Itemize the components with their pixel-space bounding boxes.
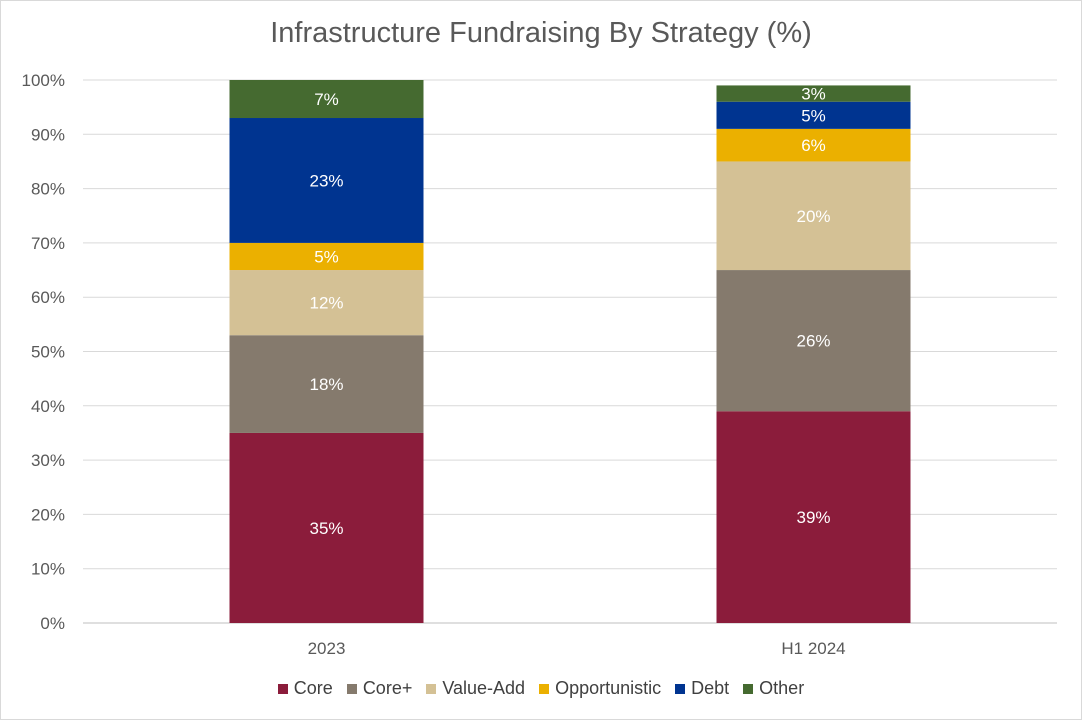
y-tick-label: 70% xyxy=(31,234,65,253)
y-tick-label: 40% xyxy=(31,397,65,416)
bar-segment-opportunistic xyxy=(229,242,424,271)
legend-swatch xyxy=(743,683,754,694)
data-label: 26% xyxy=(796,332,830,351)
legend-swatch xyxy=(539,683,550,694)
legend-swatch xyxy=(346,683,357,694)
bar-segment-value-add xyxy=(229,270,424,336)
bar-segment-opportunistic xyxy=(716,128,911,162)
data-label: 18% xyxy=(309,375,343,394)
y-tick-label: 80% xyxy=(31,180,65,199)
legend-item: Value-Add xyxy=(426,678,525,699)
legend-item: Other xyxy=(743,678,804,699)
y-tick-label: 50% xyxy=(31,343,65,362)
bar-segment-debt xyxy=(229,118,424,243)
data-label: 5% xyxy=(801,106,826,125)
y-tick-label: 0% xyxy=(40,614,65,633)
legend-swatch xyxy=(426,683,437,694)
data-label: 35% xyxy=(309,519,343,538)
data-label: 7% xyxy=(314,90,339,109)
legend-label: Core xyxy=(293,678,333,698)
legend-swatch xyxy=(675,683,686,694)
bar-segment-debt xyxy=(716,101,911,129)
data-label: 3% xyxy=(801,85,826,104)
legend: Core Core+ Value-Add Opportunistic Debt Other xyxy=(1,678,1081,699)
legend-label: Opportunistic xyxy=(555,678,662,698)
legend-item: Opportunistic xyxy=(539,678,661,699)
data-label: 23% xyxy=(309,171,343,190)
bar-segment-other xyxy=(716,85,911,102)
legend-item: Core+ xyxy=(346,678,413,699)
data-label: 39% xyxy=(796,508,830,527)
bar-segment-value-add xyxy=(716,161,911,271)
legend-label: Debt xyxy=(691,678,730,698)
bar-segment-core xyxy=(716,411,911,623)
x-tick-label: 2023 xyxy=(308,639,346,658)
legend-item: Core xyxy=(277,678,333,699)
y-tick-label: 90% xyxy=(31,125,65,144)
legend-label: Core+ xyxy=(362,678,413,698)
data-label: 20% xyxy=(796,207,830,226)
y-tick-label: 30% xyxy=(31,451,65,470)
y-tick-label: 60% xyxy=(31,288,65,307)
bar-segment-core- xyxy=(716,270,911,412)
legend-label: Value-Add xyxy=(442,678,526,698)
bar-segment-core- xyxy=(229,335,424,433)
legend-swatch xyxy=(277,683,288,694)
bar-segment-core xyxy=(229,432,424,623)
data-label: 6% xyxy=(801,136,826,155)
y-tick-label: 100% xyxy=(22,71,65,90)
legend-item: Debt xyxy=(675,678,729,699)
y-tick-label: 20% xyxy=(31,505,65,524)
y-tick-label: 10% xyxy=(31,560,65,579)
bar-segment-other xyxy=(229,80,424,119)
chart-title: Infrastructure Fundraising By Strategy (… xyxy=(270,17,812,49)
legend-label: Other xyxy=(759,678,805,698)
data-label: 5% xyxy=(314,247,339,266)
x-tick-label: H1 2024 xyxy=(781,639,845,658)
data-label: 12% xyxy=(309,294,343,313)
